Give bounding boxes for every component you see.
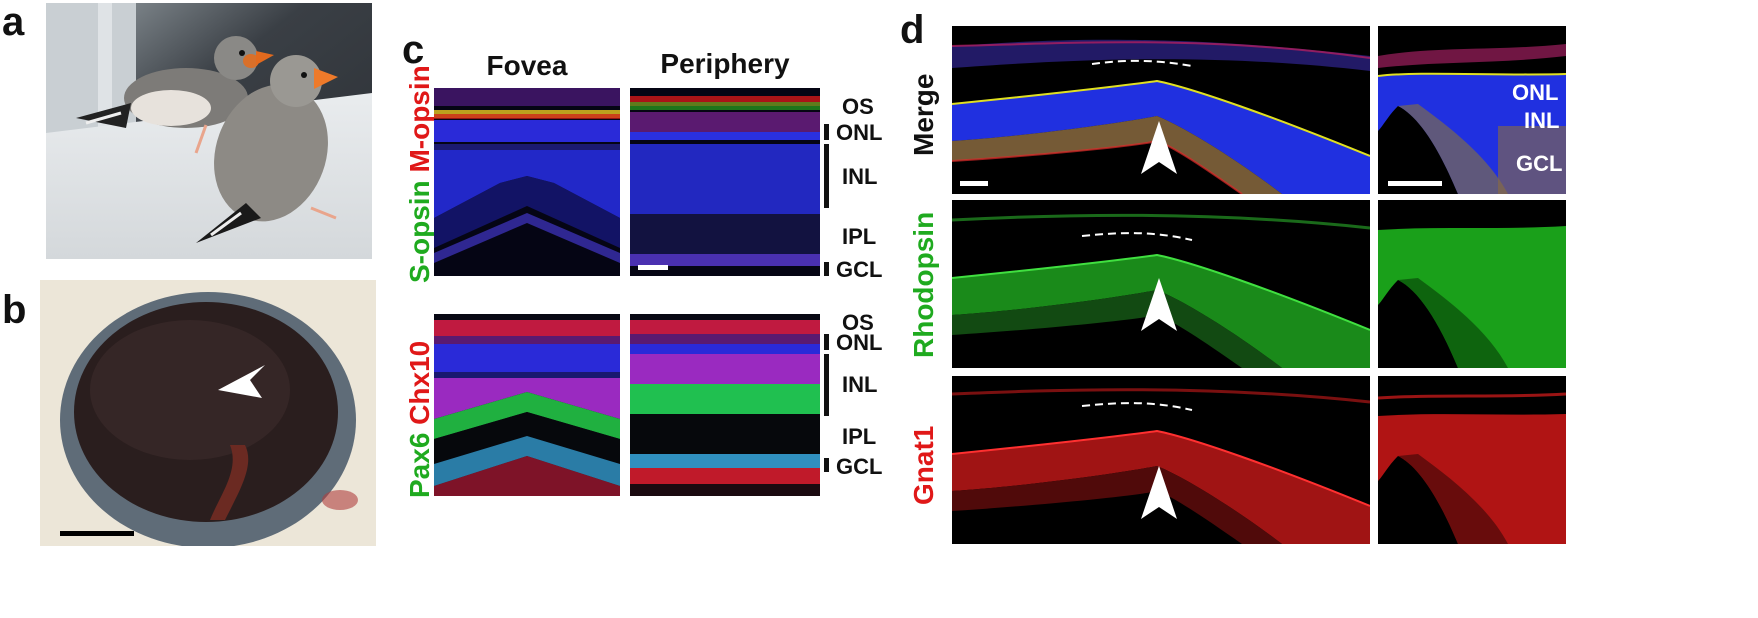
layer-tick-inl [824, 354, 829, 416]
stain-label-row1: S-opsin M-opsin [404, 65, 435, 283]
layer-label-os: OS [842, 94, 874, 119]
rhodopsin-main-image [952, 200, 1370, 368]
panel-label-c: c [402, 28, 425, 72]
panel-label-d: d [900, 8, 925, 52]
rhodopsin-inset-image [1378, 200, 1566, 368]
layer-label-onl: ONL [836, 330, 883, 355]
gnat1-inset-image [1378, 376, 1566, 544]
scale-bar [60, 531, 134, 536]
layer-tick-gcl [824, 262, 829, 276]
fovea-pax6-image [434, 314, 620, 496]
fovea-arrowhead [1141, 278, 1177, 331]
layer-tick-onl [824, 124, 829, 140]
column-title-periphery: Periphery [660, 48, 790, 79]
layer-label-inl: INL [842, 164, 878, 189]
layer-label-inl: INL [842, 372, 878, 397]
inset-layer-label-gcl: GCL [1516, 151, 1563, 176]
row-label-rhodopsin: Rhodopsin [908, 211, 939, 358]
inset-layer-label-onl: ONL [1512, 80, 1559, 105]
column-title-fovea: Fovea [486, 50, 568, 81]
layer-label-onl: ONL [836, 120, 883, 145]
periphery-opsin-image [630, 88, 820, 276]
scale-bar [638, 265, 668, 270]
stain-green-label: Pax6 [404, 432, 435, 498]
layer-label-gcl: GCL [836, 257, 883, 282]
layer-tick-onl [824, 334, 829, 350]
panel-label-a: a [2, 0, 25, 44]
layer-label-ipl: IPL [842, 224, 877, 249]
merge-inset-image [1378, 26, 1566, 194]
layer-label-ipl: IPL [842, 424, 877, 449]
layer-label-gcl: GCL [836, 454, 883, 479]
layer-tick-inl [824, 144, 829, 208]
periphery-pax6-image [630, 314, 820, 496]
stain-green-label: S-opsin [404, 180, 435, 283]
fovea-arrowhead [218, 365, 265, 398]
stain-red-label: Chx10 [404, 340, 435, 425]
merge-main-image [952, 26, 1370, 194]
panel-label-b: b [2, 288, 27, 332]
dissected-eye-photo [40, 280, 376, 546]
fovea-arrowhead [1141, 466, 1177, 519]
fovea-opsin-image [434, 88, 620, 276]
stain-red-label: M-opsin [404, 65, 435, 173]
scale-bar [1388, 181, 1442, 186]
gnat1-main-image [952, 376, 1370, 544]
fovea-arrowhead [1141, 121, 1177, 174]
layer-tick-gcl [824, 458, 829, 472]
row-label-gnat1: Gnat1 [908, 425, 939, 505]
layer-label-os: OS [842, 310, 874, 335]
row-label-merge: Merge [908, 73, 939, 156]
stain-label-row2: Pax6 Chx10 [404, 340, 435, 498]
scale-bar [960, 181, 988, 186]
inset-layer-label-inl: INL [1524, 108, 1560, 133]
zebra-finch-photo [46, 3, 372, 259]
